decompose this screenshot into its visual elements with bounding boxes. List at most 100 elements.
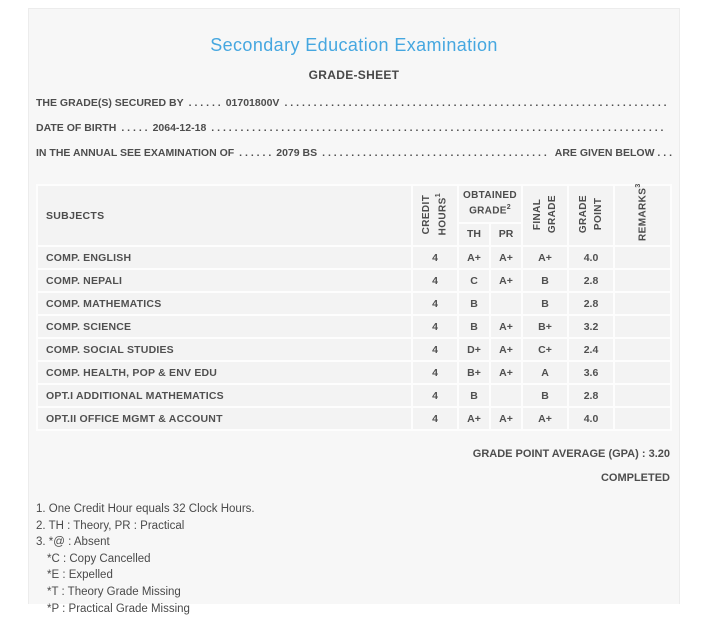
pr-grade-cell: A+ [490,408,521,429]
leader-dots: . . . . . . [239,147,272,159]
table-row: COMP. SCIENCE 4 B A+ B+ 3.2 [38,316,670,337]
table-row: COMP. HEALTH, POP & ENV EDU 4 B+ A+ A 3.… [38,362,670,383]
examination-year-label: IN THE ANNUAL SEE EXAMINATION OF [36,147,235,159]
pr-grade-cell: A+ [490,270,521,291]
th-grade-cell: A+ [458,408,489,429]
leader-dots: . . . . . [121,122,148,134]
table-row: COMP. NEPALI 4 C A+ B 2.8 [38,270,670,291]
th-grade-cell: B [458,293,489,314]
leader-dots: . . . . . . [188,97,221,109]
grade-point-header: GRADE POINT [569,186,613,245]
table-row: COMP. ENGLISH 4 A+ A+ A+ 4.0 [38,247,670,268]
grade-point-cell: 4.0 [569,247,613,268]
page-title: Secondary Education Examination [210,35,498,55]
final-grade-cell: B [523,270,567,291]
subject-cell: COMP. ENGLISH [38,247,411,268]
final-grade-cell: A+ [523,247,567,268]
grades-table: SUBJECTS CREDIT HOURS1 OBTAINED GRADE2 FIN… [36,183,672,431]
footnotes: 1. One Credit Hour equals 32 Clock Hours… [36,501,672,617]
credit-hours-cell: 4 [412,385,457,406]
th-grade-cell: D+ [458,339,489,360]
subject-cell: COMP. SOCIAL STUDIES [38,339,411,360]
grade-point-cell: 3.6 [569,362,613,383]
grade-point-cell: 2.8 [569,270,613,291]
table-row: COMP. SOCIAL STUDIES 4 D+ A+ C+ 2.4 [38,339,670,360]
are-given-below-label: ARE GIVEN BELOW . . . [554,147,672,159]
pr-grade-cell: A+ [490,362,521,383]
remarks-cell [615,362,670,383]
credit-hours-cell: 4 [412,270,457,291]
footnote: 1. One Credit Hour equals 32 Clock Hours… [36,503,255,515]
th-grade-cell: B [458,385,489,406]
grade-point-cell: 2.8 [569,385,613,406]
pr-grade-cell: A+ [490,339,521,360]
final-grade-cell: B [523,293,567,314]
grade-sheet-card: Secondary Education Examination GRADE-SH… [28,8,680,615]
pr-grade-cell: A+ [490,247,521,268]
gpa-label: GRADE POINT AVERAGE (GPA) : [472,448,646,460]
footnote: *C : Copy Cancelled [47,552,151,565]
remarks-header: REMARKS3 [615,183,670,245]
date-of-birth-label: DATE OF BIRTH [36,122,117,134]
credit-hours-cell: 4 [412,408,457,429]
date-of-birth-value: 2064-12-18 [152,122,207,134]
credit-hours-cell: 4 [412,247,457,268]
subject-cell: OPT.I ADDITIONAL MATHEMATICS [38,385,411,406]
examination-year-value: 2079 BS [276,147,318,159]
footnote: 2. TH : Theory, PR : Practical [36,519,185,532]
footnote: *E : Expelled [47,569,113,582]
subject-cell: COMP. SCIENCE [38,316,411,337]
theory-header: TH [458,223,489,245]
subject-cell: COMP. NEPALI [38,270,411,291]
gpa-line: GRADE POINT AVERAGE (GPA) : 3.20 [36,448,672,460]
symbol-number-value: 01701800V [225,97,280,109]
remarks-cell [615,270,670,291]
subject-cell: OPT.II OFFICE MGMT & ACCOUNT [38,408,411,429]
examination-year-line: IN THE ANNUAL SEE EXAMINATION OF . . . .… [36,147,672,172]
th-grade-cell: A+ [458,247,489,268]
candidate-info: THE GRADE(S) SECURED BY . . . . . . 0170… [36,97,672,172]
grade-point-cell: 3.2 [569,316,613,337]
final-grade-cell: A [523,362,567,383]
footnote: *P : Practical Grade Missing [47,602,190,615]
subject-cell: COMP. HEALTH, POP & ENV EDU [38,362,411,383]
footnote: *T : Theory Grade Missing [47,585,181,598]
table-row: OPT.II OFFICE MGMT & ACCOUNT 4 A+ A+ A+ … [38,408,670,429]
leader-dots-fill: . . . . . . . . . . . . . . . . . . . . … [322,147,550,159]
pr-grade-cell: A+ [490,316,521,337]
remarks-cell [615,293,670,314]
table-row: OPT.I ADDITIONAL MATHEMATICS 4 B B 2.8 [38,385,670,406]
final-grade-header: FINAL GRADE [523,186,567,245]
subject-cell: COMP. MATHEMATICS [38,293,411,314]
grade-sheet-label: GRADE-SHEET [308,68,400,82]
status-completed: COMPLETED [600,472,670,484]
final-grade-cell: C+ [523,339,567,360]
remarks-cell [615,339,670,360]
gpa-value: 3.20 [648,448,670,460]
table-row: COMP. MATHEMATICS 4 B B 2.8 [38,293,670,314]
leader-dots-fill: . . . . . . . . . . . . . . . . . . . . … [211,122,667,134]
final-grade-cell: A+ [523,408,567,429]
subjects-header: SUBJECTS [38,186,411,245]
practical-header: PR [490,223,521,245]
pr-grade-cell [490,293,521,314]
footnote: 3. *@ : Absent [36,536,110,549]
th-grade-cell: B+ [458,362,489,383]
leader-dots-fill: . . . . . . . . . . . . . . . . . . . . … [284,97,667,109]
obtained-grade-header: OBTAINED GRADE2 [458,186,521,222]
credit-hours-cell: 4 [412,316,457,337]
grades-secured-by-line: THE GRADE(S) SECURED BY . . . . . . 0170… [36,97,672,122]
pr-grade-cell [490,385,521,406]
credit-hours-cell: 4 [412,293,457,314]
remarks-cell [615,408,670,429]
grade-point-cell: 2.4 [569,339,613,360]
grade-point-cell: 4.0 [569,408,613,429]
date-of-birth-line: DATE OF BIRTH . . . . . 2064-12-18 . . .… [36,122,672,147]
grade-point-cell: 2.8 [569,293,613,314]
credit-hours-cell: 4 [412,362,457,383]
remarks-cell [615,247,670,268]
credit-hours-cell: 4 [412,339,457,360]
final-grade-cell: B [523,385,567,406]
grades-secured-by-label: THE GRADE(S) SECURED BY [36,97,184,109]
final-grade-cell: B+ [523,316,567,337]
